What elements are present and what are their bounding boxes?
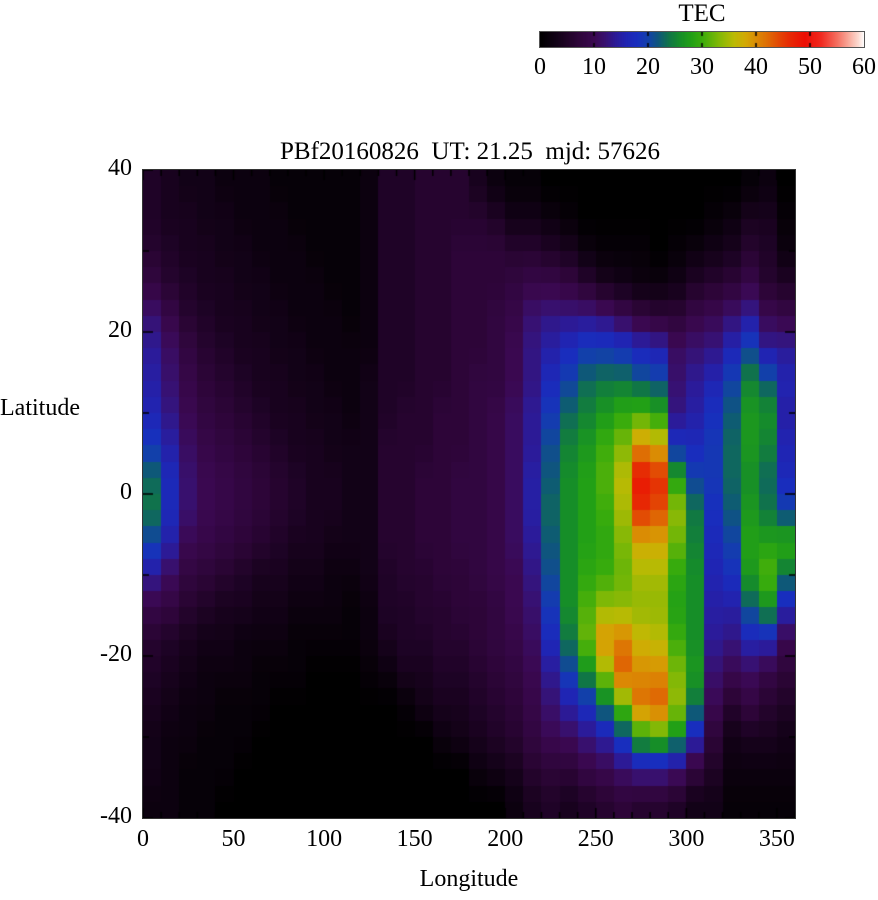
colorbar-tick-label: 0 [534, 54, 546, 80]
x-tick-label: 100 [306, 826, 343, 852]
x-tick-label: 150 [396, 826, 433, 852]
colorbar-tick-label: 60 [852, 54, 876, 80]
y-tick-label: 40 [108, 155, 132, 181]
colorbar-tick-label: 50 [798, 54, 822, 80]
x-tick-label: 300 [668, 826, 705, 852]
colorbar-gradient [539, 31, 865, 48]
y-tick-label: 0 [120, 479, 132, 505]
x-tick-label: 350 [758, 826, 795, 852]
colorbar-tick-label: 20 [636, 54, 660, 80]
x-tick-label: 250 [577, 826, 614, 852]
y-tick-label: -20 [100, 641, 132, 667]
colorbar-title: TEC [678, 0, 726, 27]
colorbar-tick-label: 10 [582, 54, 606, 80]
plot-title: PBf20160826 UT: 21.25 mjd: 57626 [279, 138, 661, 165]
x-tick-label: 50 [221, 826, 246, 852]
x-tick-label: 200 [487, 826, 524, 852]
y-tick-label: 20 [108, 317, 132, 343]
colorbar-tick-label: 30 [690, 54, 714, 80]
tec-heatmap-canvas [142, 169, 796, 819]
x-tick-label: 0 [137, 826, 149, 852]
y-tick-label: -40 [100, 803, 132, 829]
x-axis-label: Longitude [419, 866, 519, 892]
colorbar-tick-label: 40 [744, 54, 768, 80]
y-axis-label: Latitude [0, 395, 80, 421]
